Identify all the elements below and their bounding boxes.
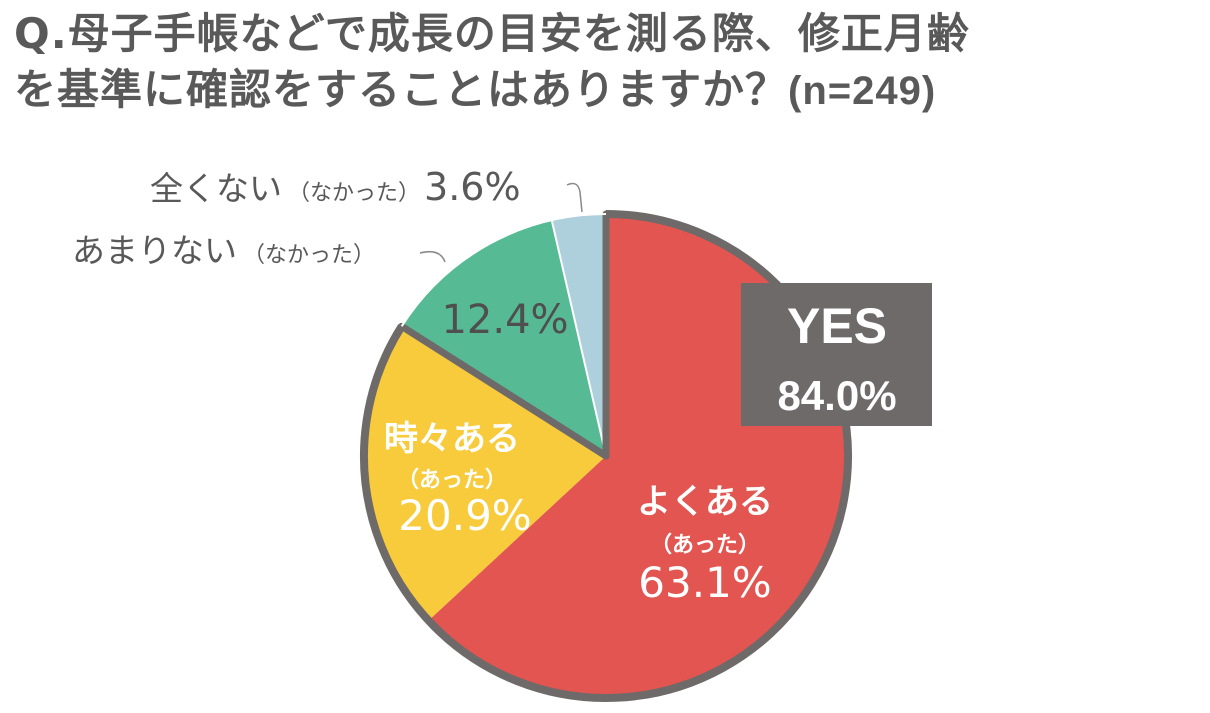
yes-value: 84.0% (777, 372, 896, 419)
yes-box-background (741, 283, 932, 426)
yes-group-box: YES 84.0% (741, 283, 932, 426)
title-line-2: を基準に確認をすることはありますか？ (14, 65, 789, 114)
label-mattaku: 全くない （なかった） 3.6% (150, 165, 521, 209)
label-mattaku-value: 3.6% (424, 165, 521, 209)
label-yoku-name: よくある (637, 482, 773, 522)
chart-title: Q.母子手帳などで成長の目安を測る際、修正月齢 を基準に確認をすることはあります… (14, 6, 1204, 119)
label-mattaku-name: 全くない (150, 169, 282, 208)
slice-separator-mattaku (550, 219, 607, 457)
yes-group-separator-2 (398, 322, 610, 460)
label-tokidoki-sub: （あった） (397, 468, 507, 493)
label-yoku-sub: （あった） (650, 533, 760, 558)
leader-line-amari (419, 250, 446, 263)
pie-slice-tokidoki (364, 326, 606, 621)
no-group-outline (400, 213, 607, 327)
label-amari: あまりない （なかった） (72, 231, 375, 270)
leader-line-mattaku (566, 182, 583, 213)
sample-size-label: (n=249) (788, 69, 937, 113)
label-tokidoki-name: 時々ある (384, 419, 520, 459)
pie-slice-amari (401, 220, 606, 456)
label-mattaku-sub: （なかった） (288, 181, 420, 206)
title-line-1: Q.母子手帳などで成長の目安を測る際、修正月齢 (14, 9, 970, 58)
label-yoku-value: 63.1% (638, 558, 771, 607)
label-tokidoki-value: 20.9% (398, 491, 531, 540)
label-amari-name: あまりない (72, 231, 237, 270)
label-amari-sub: （なかった） (243, 243, 375, 268)
label-amari-value: 12.4% (441, 297, 568, 343)
yes-label: YES (787, 298, 887, 354)
